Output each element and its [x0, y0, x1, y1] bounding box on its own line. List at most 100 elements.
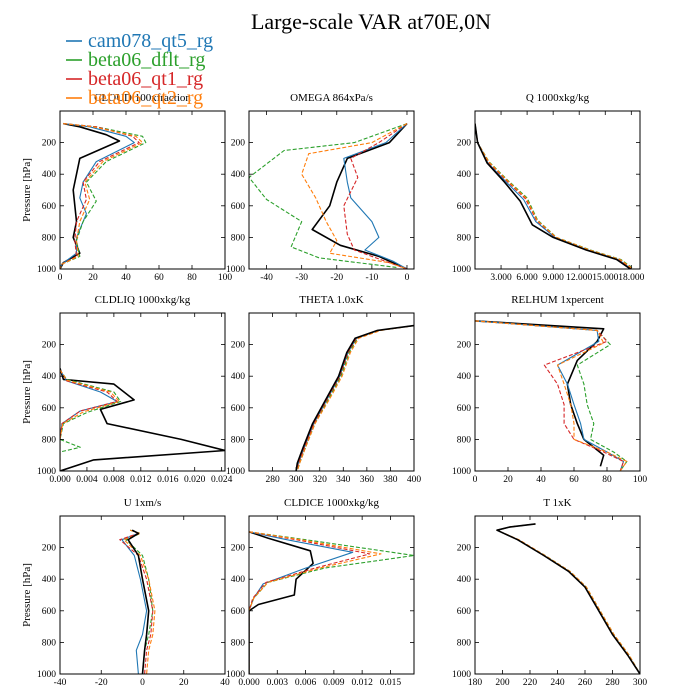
series-line-5: [60, 123, 144, 269]
series-line-3: [119, 529, 154, 674]
y-tick-label: 800: [457, 638, 472, 648]
series-line-2: [475, 320, 625, 471]
y-tick-label: 800: [231, 638, 246, 648]
x-tick-label: 0.003: [267, 678, 289, 688]
panel-7: U 1xm/s Pressure [hPa] -40 -20 0 20 40 200 400 60…: [21, 497, 230, 688]
y-tick-label: 1000: [226, 265, 245, 275]
x-tick-label: -40: [260, 273, 273, 283]
series-line-3: [475, 123, 633, 269]
series-line-5: [475, 320, 628, 471]
panel-title: CLDLIQ 1000xkg/kg: [95, 294, 191, 306]
series-line-4: [123, 529, 156, 674]
x-tick-label: 200: [495, 678, 510, 688]
x-tick-label: 320: [313, 475, 328, 485]
y-tick-label: 600: [231, 202, 246, 212]
series-line-1: [496, 523, 640, 674]
series-line-3: [295, 325, 414, 471]
plot-frame: [248, 515, 415, 675]
y-tick-label: 600: [231, 607, 246, 617]
y-tick-label: 200: [42, 341, 57, 351]
panel-2: OMEGA 864xPa/s -40 -30 -20 -10 0 200 400 600 800 1…: [226, 92, 415, 283]
plot-frame: [248, 110, 415, 270]
plot-frame: [248, 312, 415, 472]
series-line-3: [60, 369, 122, 471]
y-tick-label: 400: [231, 575, 246, 585]
series-line-3: [496, 523, 640, 674]
x-tick-label: 0: [140, 678, 145, 688]
y-tick-label: 200: [457, 544, 472, 554]
x-tick-label: -40: [54, 678, 67, 688]
y-tick-label: 600: [457, 202, 472, 212]
y-tick-label: 800: [231, 233, 246, 243]
panel-title: THETA 1.0xK: [299, 294, 364, 306]
x-tick-label: 0.016: [157, 475, 179, 485]
y-tick-label: 200: [457, 341, 472, 351]
y-tick-label: 1000: [37, 265, 56, 275]
y-axis-label: Pressure [hPa]: [21, 563, 33, 627]
y-tick-label: 600: [42, 202, 57, 212]
panel-5: THETA 1.0xK 280 300 320 340 360 380 400 200 400 60…: [226, 294, 421, 485]
legend-label: beta06_qt1_rg: [88, 68, 203, 90]
y-tick-label: 400: [42, 372, 57, 382]
x-tick-label: 18.000: [618, 273, 644, 283]
x-tick-label: 0: [405, 273, 410, 283]
series-line-2: [296, 325, 414, 471]
y-tick-label: 600: [42, 607, 57, 617]
x-tick-label: 20: [179, 678, 189, 688]
plot-frame: [59, 515, 226, 675]
y-tick-label: 600: [231, 404, 246, 414]
x-tick-label: 0.012: [351, 678, 373, 688]
x-tick-label: 3.000: [490, 273, 512, 283]
x-tick-label: 360: [360, 475, 375, 485]
plot-frame: [474, 110, 641, 270]
series-line-1: [311, 123, 408, 269]
panel-9: T 1xK 180 200 220 240 260 280 300 200 400 600 800 10…: [452, 497, 647, 688]
series-line-4: [60, 123, 140, 269]
x-tick-label: -30: [295, 273, 308, 283]
x-tick-label: 40: [121, 273, 131, 283]
plot-frame: [59, 110, 226, 270]
x-tick-label: 220: [523, 678, 538, 688]
series-line-3: [60, 123, 147, 269]
x-tick-label: 20: [503, 475, 513, 485]
x-tick-label: 6.000: [516, 273, 538, 283]
y-axis-label: Pressure [hPa]: [21, 158, 33, 222]
series-line-5: [249, 531, 382, 674]
y-tick-label: 800: [457, 435, 472, 445]
y-tick-label: 200: [457, 139, 472, 149]
legend-label: cam078_qt5_rg: [88, 30, 213, 52]
y-tick-label: 200: [231, 139, 246, 149]
x-tick-label: 12.000: [566, 273, 592, 283]
y-tick-label: 200: [42, 139, 57, 149]
x-tick-label: 280: [605, 678, 620, 688]
plot-frame: [59, 312, 226, 472]
series-line-4: [475, 320, 625, 471]
y-tick-label: 400: [457, 372, 472, 382]
series-line-2: [475, 123, 635, 269]
y-tick-label: 400: [231, 170, 246, 180]
y-tick-label: 1000: [37, 670, 56, 680]
series-line-5: [295, 324, 414, 471]
series-line-5: [496, 523, 640, 674]
y-tick-label: 600: [42, 404, 57, 414]
x-tick-label: 0.009: [323, 678, 345, 688]
series-line-4: [60, 369, 118, 471]
y-tick-label: 600: [457, 607, 472, 617]
panel-4: CLDLIQ 1000xkg/kg Pressure [hPa] 0.000 0.00…: [21, 294, 233, 485]
x-tick-label: 340: [336, 475, 351, 485]
x-tick-label: 380: [383, 475, 398, 485]
series-line-5: [475, 123, 631, 269]
series-line-5: [301, 123, 408, 269]
series-line-1: [249, 531, 314, 674]
x-tick-label: 100: [218, 273, 233, 283]
y-tick-label: 800: [457, 233, 472, 243]
x-tick-label: 0: [473, 475, 478, 485]
series-line-1: [295, 325, 414, 471]
series-line-4: [296, 325, 414, 471]
y-tick-label: 400: [231, 372, 246, 382]
y-tick-label: 1000: [37, 467, 56, 477]
series-line-5: [127, 529, 150, 674]
panel-title: CLDICE 1000xkg/kg: [284, 497, 380, 509]
y-tick-label: 400: [42, 170, 57, 180]
x-tick-label: 180: [468, 678, 483, 688]
